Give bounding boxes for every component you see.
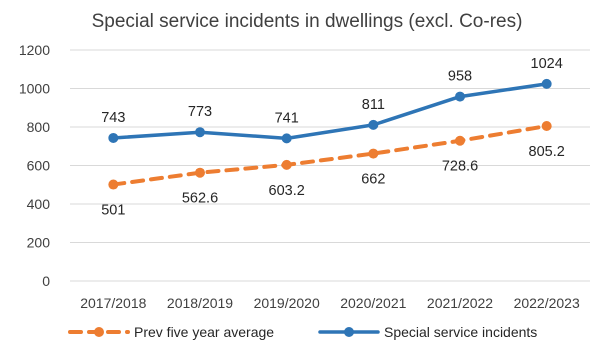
data-label-special-service-incidents-2: 741 bbox=[275, 110, 299, 126]
data-label-special-service-incidents-4: 958 bbox=[448, 69, 472, 85]
data-point-prev-five-year-average-2 bbox=[281, 159, 292, 170]
x-tick-label-2022/2023: 2022/2023 bbox=[514, 295, 580, 311]
x-tick-label-2017/2018: 2017/2018 bbox=[80, 295, 146, 311]
data-label-prev-five-year-average-4: 728.6 bbox=[442, 159, 478, 175]
y-tick-label-800: 800 bbox=[27, 119, 51, 135]
data-point-special-service-incidents-4 bbox=[455, 91, 465, 102]
y-tick-label-200: 200 bbox=[27, 235, 51, 251]
series-layer bbox=[108, 78, 552, 190]
data-label-prev-five-year-average-5: 805.2 bbox=[529, 144, 565, 160]
y-axis-tick-labels: 0 200 400 600 800 1000 1200 bbox=[19, 42, 50, 289]
x-tick-label-2018/2019: 2018/2019 bbox=[167, 295, 233, 311]
legend: Prev five year average Special service in… bbox=[68, 324, 537, 340]
legend-marker-prev-five-year-average bbox=[94, 327, 104, 337]
data-point-prev-five-year-average-1 bbox=[195, 167, 205, 178]
data-point-prev-five-year-average-0 bbox=[108, 179, 119, 190]
y-tick-label-1200: 1200 bbox=[19, 42, 50, 58]
data-point-prev-five-year-average-5 bbox=[541, 120, 552, 131]
legend-label-special-service-incidents: Special service incidents bbox=[384, 324, 537, 340]
series-line-special-service-incidents bbox=[111, 82, 549, 141]
data-point-special-service-incidents-1 bbox=[195, 127, 205, 138]
x-tick-label-2020/2021: 2020/2021 bbox=[340, 295, 406, 311]
data-label-prev-five-year-average-3: 662 bbox=[361, 172, 385, 188]
data-point-special-service-incidents-3 bbox=[368, 119, 379, 130]
legend-label-prev-five-year-average: Prev five year average bbox=[134, 324, 274, 340]
data-label-special-service-incidents-1: 773 bbox=[188, 104, 212, 120]
data-point-special-service-incidents-2 bbox=[281, 133, 292, 144]
data-point-special-service-incidents-0 bbox=[108, 132, 119, 143]
y-tick-label-600: 600 bbox=[27, 158, 51, 174]
data-label-prev-five-year-average-2: 603.2 bbox=[269, 183, 305, 199]
data-label-special-service-incidents-5: 1024 bbox=[531, 56, 563, 72]
y-tick-label-400: 400 bbox=[27, 196, 51, 212]
series-line-prev-five-year-average bbox=[111, 123, 549, 187]
data-label-prev-five-year-average-1: 562.6 bbox=[182, 191, 218, 207]
data-label-special-service-incidents-3: 811 bbox=[362, 97, 385, 113]
data-label-prev-five-year-average-0: 501 bbox=[101, 203, 125, 219]
data-point-special-service-incidents-5 bbox=[541, 78, 552, 89]
data-point-prev-five-year-average-3 bbox=[368, 148, 379, 159]
x-axis-tick-labels: 2017/2018 2018/2019 2019/2020 2020/2021 2021… bbox=[80, 295, 580, 311]
data-label-special-service-incidents-0: 743 bbox=[101, 110, 125, 126]
x-tick-label-2021/2022: 2021/2022 bbox=[427, 295, 493, 311]
gridlines bbox=[70, 49, 590, 282]
chart-title: Special service incidents in dwellings (… bbox=[92, 11, 523, 32]
y-tick-label-0: 0 bbox=[42, 273, 50, 289]
x-tick-label-2019/2020: 2019/2020 bbox=[254, 295, 320, 311]
data-point-prev-five-year-average-4 bbox=[455, 135, 465, 146]
legend-marker-special-service-incidents bbox=[344, 327, 354, 337]
data-labels: 743 773 741 811 958 1024 501 562.6 603.2 662 728.6… bbox=[101, 56, 565, 219]
y-tick-label-1000: 1000 bbox=[19, 81, 50, 97]
